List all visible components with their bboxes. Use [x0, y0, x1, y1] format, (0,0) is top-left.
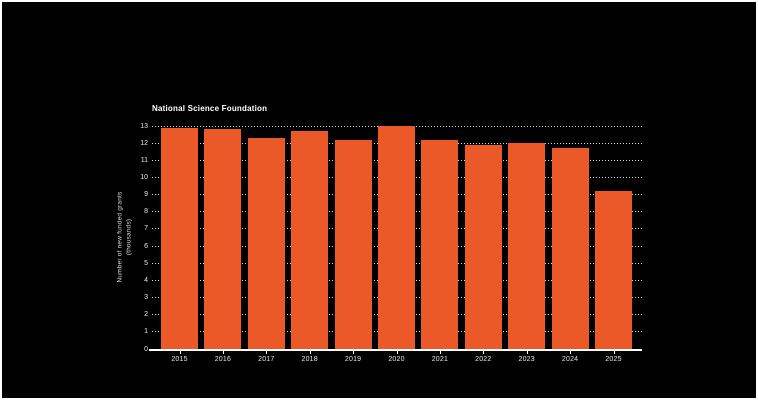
x-tick-mark [526, 351, 528, 354]
y-tick-label: 12 [140, 139, 148, 147]
x-tick-mark [309, 351, 311, 354]
y-tick-label: 0 [144, 345, 148, 353]
bar-2016 [204, 129, 242, 349]
x-tick-mark [222, 351, 224, 354]
x-tick-label: 2021 [431, 356, 449, 363]
y-tick-label: 6 [144, 242, 148, 250]
x-tick-label: 2022 [475, 356, 492, 363]
x-axis-baseline [149, 349, 642, 351]
bar-2018 [291, 131, 329, 349]
bar-2019 [334, 139, 372, 349]
x-tick-mark [396, 351, 398, 354]
x-tick-label: 2024 [561, 356, 579, 363]
y-tick-label: 11 [140, 156, 148, 164]
x-tick-mark [439, 351, 441, 354]
y-tick-label: 2 [144, 311, 148, 319]
y-tick-label: 5 [144, 259, 148, 267]
y-axis-tick-labels: 0 1 2 3 4 5 6 7 8 9 10 11 12 13 [2, 123, 148, 353]
bar-2023 [508, 143, 546, 349]
bar-2024 [551, 148, 589, 349]
x-tick-mark [570, 351, 572, 354]
x-tick-label: 2019 [344, 356, 362, 363]
x-tick-mark [353, 351, 355, 354]
x-tick-label: 2020 [388, 356, 405, 363]
plot-area [149, 125, 642, 354]
x-tick-mark [483, 351, 485, 354]
bar-2025 [595, 191, 632, 349]
y-tick-label: 13 [140, 122, 148, 130]
y-tick-label: 7 [144, 225, 148, 233]
x-tick-label: 2015 [171, 356, 188, 363]
x-tick-label: 2016 [214, 356, 232, 363]
chart-title: National Science Foundation [152, 104, 268, 113]
x-tick-label: 2025 [605, 356, 622, 363]
y-tick-label: 8 [144, 208, 148, 216]
x-tick-label: 2023 [518, 356, 535, 363]
bar-2017 [247, 138, 285, 349]
y-tick-label: 3 [144, 294, 148, 302]
y-tick-label: 10 [140, 173, 148, 181]
x-axis-tick-labels: 2015 2016 2017 2018 2019 2020 2021 2022 2023 2024… [152, 355, 642, 365]
y-tick-label: 4 [144, 276, 148, 284]
x-tick-label: 2017 [258, 356, 275, 363]
x-tick-label: 2018 [301, 356, 318, 363]
bar-2020 [378, 126, 415, 349]
bar-2021 [421, 139, 459, 349]
x-tick-mark [179, 351, 181, 354]
x-tick-mark [613, 351, 615, 354]
bar-2022 [464, 144, 502, 349]
x-tick-mark [266, 351, 268, 354]
y-tick-label: 9 [144, 191, 148, 199]
bar-2015 [161, 127, 198, 349]
y-tick-label: 1 [144, 328, 148, 336]
